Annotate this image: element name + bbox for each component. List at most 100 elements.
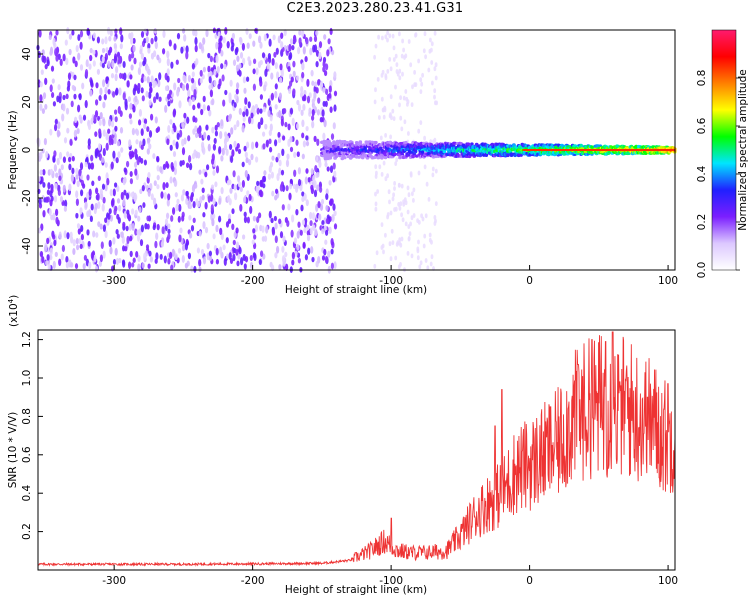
heatmap-cell <box>278 92 282 101</box>
heatmap-cell <box>90 251 94 260</box>
heatmap-cell <box>373 99 377 105</box>
heatmap-cell <box>398 237 402 243</box>
heatmap-cell <box>84 161 88 168</box>
heatmap-cell <box>410 215 414 221</box>
heatmap-cell <box>278 218 282 225</box>
spectrogram-y-tick-label: 0 <box>21 147 33 154</box>
heatmap-cell <box>243 263 247 270</box>
heatmap-cell <box>193 180 198 189</box>
heatmap-cell <box>80 225 84 232</box>
heatmap-cell <box>90 162 95 170</box>
heatmap-cell <box>258 212 262 219</box>
heatmap-cell <box>58 96 62 104</box>
heatmap-cell <box>201 187 205 194</box>
heatmap-cell <box>333 261 337 269</box>
heatmap-cell <box>107 60 111 68</box>
heatmap-cell <box>57 121 61 130</box>
heatmap-cell <box>427 67 431 73</box>
heatmap-cell <box>82 263 86 270</box>
heatmap-cell <box>303 94 307 102</box>
heatmap-cell <box>319 203 324 211</box>
heatmap-cell <box>123 189 127 196</box>
heatmap-cell <box>261 52 266 59</box>
heatmap-cell <box>219 42 223 49</box>
heatmap-cell <box>92 49 96 56</box>
heatmap-cell <box>93 114 97 123</box>
heatmap-cell <box>177 247 182 254</box>
heatmap-cell <box>284 251 288 258</box>
heatmap-cell <box>210 193 214 202</box>
heatmap-cell <box>181 215 185 222</box>
heatmap-cell <box>229 79 233 87</box>
heatmap-cell <box>182 28 186 34</box>
heatmap-cell <box>86 174 90 181</box>
heatmap-cell <box>316 138 320 147</box>
heatmap-cell <box>94 202 98 210</box>
heatmap-cell <box>311 212 315 220</box>
heatmap-cell <box>246 141 250 149</box>
heatmap-cell <box>321 220 325 226</box>
heatmap-cell <box>169 251 173 260</box>
heatmap-cell <box>154 41 158 50</box>
heatmap-cell <box>311 80 315 86</box>
heatmap-cell <box>297 103 302 112</box>
heatmap-cell <box>224 143 228 151</box>
heatmap-cell <box>435 100 438 106</box>
heatmap-cell <box>332 203 336 211</box>
heatmap-cell <box>252 83 256 91</box>
heatmap-cell <box>173 160 177 169</box>
heatmap-cell <box>67 72 72 81</box>
heatmap-cell <box>222 99 226 107</box>
spectrogram-y-label: Frequency (Hz) <box>7 110 19 189</box>
snr-x-tick-label: 100 <box>658 575 678 587</box>
heatmap-cell <box>506 153 510 158</box>
heatmap-cell <box>311 256 315 263</box>
heatmap-cell <box>426 265 430 271</box>
heatmap-cell <box>313 189 318 198</box>
heatmap-cell <box>182 189 186 196</box>
heatmap-cell <box>64 39 68 46</box>
heatmap-cell <box>378 164 382 170</box>
heatmap-cell <box>271 155 275 161</box>
heatmap-cell <box>131 262 135 268</box>
heatmap-cell <box>130 37 134 45</box>
heatmap-cell <box>129 119 133 125</box>
heatmap-cell <box>380 73 384 78</box>
heatmap-cell <box>220 63 224 70</box>
heatmap-cell <box>202 147 206 155</box>
heatmap-cell <box>161 226 165 235</box>
heatmap-cell <box>152 153 156 160</box>
heatmap-cell <box>383 156 388 160</box>
heatmap-cell <box>262 143 266 150</box>
heatmap-cell <box>398 31 401 37</box>
heatmap-cell <box>43 137 48 146</box>
heatmap-cell <box>202 256 207 265</box>
heatmap-cell <box>263 84 267 92</box>
heatmap-cell <box>71 30 75 36</box>
heatmap-cell <box>293 151 297 159</box>
heatmap-cell <box>358 141 363 145</box>
heatmap-cell <box>137 254 141 263</box>
heatmap-cell <box>54 118 58 125</box>
heatmap-cell <box>391 33 395 39</box>
heatmap-cell <box>398 102 401 108</box>
heatmap-cell <box>220 50 224 57</box>
heatmap-cell <box>419 260 423 266</box>
heatmap-cell <box>192 217 196 224</box>
heatmap-cell <box>95 99 99 106</box>
heatmap-cell <box>253 58 257 65</box>
heatmap-cell <box>216 66 220 74</box>
heatmap-cell <box>39 94 43 102</box>
heatmap-cell <box>374 206 378 212</box>
heatmap-cell <box>120 34 124 43</box>
heatmap-cell <box>114 28 118 35</box>
heatmap-cell <box>74 263 79 270</box>
heatmap-cell <box>309 220 313 227</box>
heatmap-cell <box>411 84 414 90</box>
heatmap-cell <box>442 150 447 154</box>
heatmap-cell <box>128 150 132 158</box>
heatmap-cell <box>83 254 87 261</box>
heatmap-cell <box>89 54 93 62</box>
heatmap-cell <box>236 82 240 89</box>
heatmap-cell <box>145 90 149 98</box>
